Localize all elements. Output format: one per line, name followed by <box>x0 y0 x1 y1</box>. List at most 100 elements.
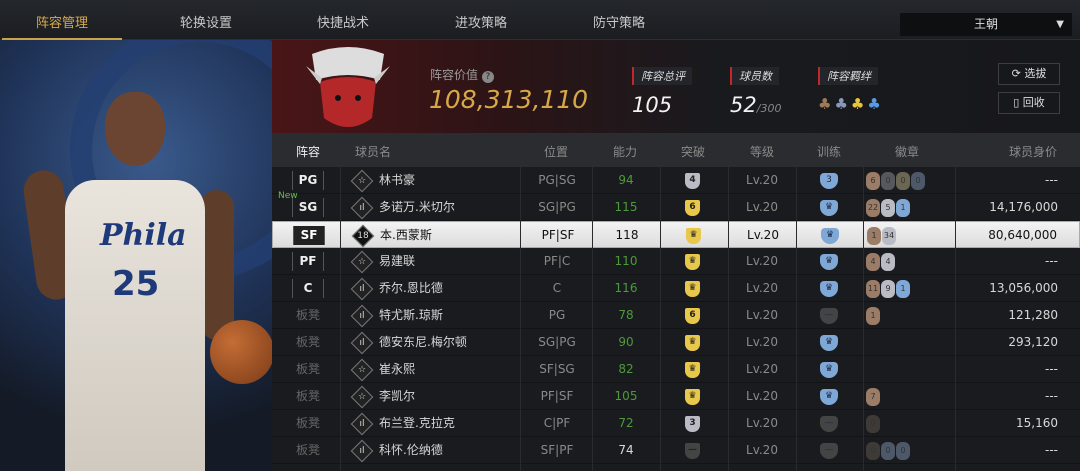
badge-icon[interactable]: 1 <box>866 307 880 325</box>
training-icon[interactable]: — <box>820 443 838 459</box>
team-bond-icon[interactable]: ♣ <box>850 95 865 113</box>
badge-icon[interactable]: 0 <box>911 172 925 190</box>
table-row[interactable]: 板凳 ıl 特尤斯.琼斯 PG 78 6 Lv.20 — 1 121,280 <box>272 302 1080 329</box>
tab-quick-tactics[interactable]: 快捷战术 <box>316 16 369 31</box>
table-row[interactable]: SG New ıl 多诺万.米切尔 SG|PG 115 6 Lv.20 ♛ 22 5 1 14,176,… <box>272 191 1080 221</box>
col-level[interactable]: 等级 <box>750 145 775 159</box>
col-name[interactable]: 球员名 <box>355 145 392 159</box>
badge-icon[interactable]: 11 <box>866 280 880 298</box>
badge-icon[interactable]: 9 <box>881 280 895 298</box>
breakthrough-icon[interactable]: 6 <box>685 200 700 216</box>
badge-icon[interactable]: 6 <box>866 172 880 190</box>
player-name[interactable]: 布兰登.克拉克 <box>379 416 455 430</box>
breakthrough-icon[interactable]: — <box>685 443 700 459</box>
col-lineup[interactable]: 阵容 <box>296 145 321 159</box>
recycle-button[interactable]: ▯ 回收 <box>998 92 1060 114</box>
table-row[interactable]: 板凳 ıl 布兰登.克拉克 C|PF 72 3 Lv.20 — 0 15,160 <box>272 410 1080 437</box>
player-value: --- <box>1045 254 1058 268</box>
divider <box>592 167 593 471</box>
table-row[interactable]: PG ☆ 林书豪 PG|SG 94 4 Lv.20 3 6 0 0 0 --- <box>272 167 1080 194</box>
team-bond-icon[interactable]: ♣ <box>818 95 832 113</box>
training-icon[interactable]: — <box>820 308 838 324</box>
player-name[interactable]: 林书豪 <box>379 173 416 187</box>
tab-lineup-management[interactable]: 阵容管理 <box>2 0 122 40</box>
badge-icon[interactable]: 5 <box>881 199 895 217</box>
badge-icon[interactable]: 1 <box>896 199 910 217</box>
player-level: Lv.20 <box>746 416 778 430</box>
player-name[interactable]: 易建联 <box>379 254 416 268</box>
tab-offense-strategy[interactable]: 进攻策略 <box>454 16 507 31</box>
team-bond-icon[interactable]: ♣ <box>867 95 881 113</box>
col-breakthrough[interactable]: 突破 <box>681 145 706 159</box>
tab-defense-strategy[interactable]: 防守策略 <box>592 16 645 31</box>
col-training[interactable]: 训练 <box>817 145 842 159</box>
training-icon[interactable]: ♛ <box>820 389 838 405</box>
badge-icon[interactable]: 22 <box>866 199 880 217</box>
team-bond-icon[interactable]: ♣ <box>834 95 848 113</box>
badge-icon[interactable]: 0 <box>896 172 910 190</box>
player-name[interactable]: 多诺万.米切尔 <box>379 200 455 214</box>
player-name[interactable]: 德安东尼.梅尔顿 <box>379 335 467 349</box>
help-icon[interactable]: ? <box>481 71 494 83</box>
rank-icon: ıl <box>350 277 374 301</box>
badge-icon[interactable]: 1 <box>867 227 881 245</box>
training-icon[interactable]: ♛ <box>821 228 839 244</box>
draft-button[interactable]: ⟳ 选拔 <box>998 63 1060 85</box>
training-icon[interactable]: ♛ <box>820 362 838 378</box>
table-row[interactable]: 板凳 ıl 德安东尼.梅尔顿 SG|PG 90 ♛ Lv.20 ♛ 293,120 <box>272 329 1080 356</box>
breakthrough-icon[interactable]: ♛ <box>685 389 700 405</box>
badge-list: 22 5 1 <box>866 199 910 217</box>
team-select-dropdown[interactable]: 王朝 ▼ <box>900 13 1072 36</box>
col-ability[interactable]: 能力 <box>613 145 638 159</box>
col-position[interactable]: 位置 <box>544 145 569 159</box>
col-value[interactable]: 球员身价 <box>1009 145 1058 159</box>
badge-icon[interactable]: 1 <box>896 280 910 298</box>
breakthrough-icon[interactable]: ♛ <box>685 335 700 351</box>
table-row[interactable]: 板凳 ☆ 崔永熙 SF|SG 82 ♛ Lv.20 ♛ --- <box>272 356 1080 383</box>
breakthrough-icon[interactable]: 4 <box>685 173 700 189</box>
breakthrough-icon[interactable]: ♛ <box>685 254 700 270</box>
breakthrough-icon[interactable]: 6 <box>685 308 700 324</box>
badge-icon[interactable]: 0 <box>881 442 895 460</box>
training-icon[interactable]: ♛ <box>820 200 838 216</box>
player-position: PF|C <box>543 254 571 268</box>
player-name[interactable]: 乔尔.恩比德 <box>379 281 443 295</box>
col-badges[interactable]: 徽章 <box>895 145 920 159</box>
breakthrough-icon[interactable]: ♛ <box>685 362 700 378</box>
player-level: Lv.20 <box>746 200 778 214</box>
training-icon[interactable]: ♛ <box>820 254 838 270</box>
player-position: C|PF <box>543 416 571 430</box>
training-icon[interactable]: 3 <box>820 173 838 189</box>
badge-icon[interactable]: 0 <box>881 172 895 190</box>
breakthrough-icon[interactable]: 3 <box>685 416 700 432</box>
training-icon[interactable]: — <box>820 416 838 432</box>
badge-icon[interactable]: 0 <box>866 415 880 433</box>
table-row[interactable]: PF ☆ 易建联 PF|C 110 ♛ Lv.20 ♛ 4 4 --- <box>272 248 1080 275</box>
tab-rotation-settings[interactable]: 轮换设置 <box>179 16 232 31</box>
player-position: PF|SF <box>541 228 575 242</box>
training-icon[interactable]: ♛ <box>820 281 838 297</box>
player-name[interactable]: 特尤斯.琼斯 <box>379 308 443 322</box>
rank-icon: ıl <box>350 412 374 436</box>
badge-icon[interactable]: 4 <box>881 253 895 271</box>
table-row[interactable]: 板凳 ıl 科怀.伦纳德 SF|PF 74 — Lv.20 — 0 0 0 --- <box>272 437 1080 464</box>
breakthrough-icon[interactable]: ♛ <box>686 228 701 244</box>
badge-icon[interactable]: 4 <box>866 253 880 271</box>
training-icon[interactable]: ♛ <box>820 335 838 351</box>
table-row[interactable]: 板凳 ☆ 李凯尔 PF|SF 105 ♛ Lv.20 ♛ 7 --- <box>272 383 1080 410</box>
table-row[interactable]: SF 18 本.西蒙斯 PF|SF 118 ♛ Lv.20 ♛ 1 34 80,640,000 <box>272 221 1080 248</box>
badge-icon[interactable]: 34 <box>882 227 896 245</box>
badge-icon[interactable]: 0 <box>866 442 880 460</box>
lineup-rating-value: 105 <box>632 93 673 117</box>
badge-icon[interactable]: 0 <box>896 442 910 460</box>
player-name[interactable]: 科怀.伦纳德 <box>379 443 443 457</box>
player-ability: 72 <box>618 416 634 430</box>
player-name[interactable]: 本.西蒙斯 <box>380 228 432 242</box>
player-name[interactable]: 崔永熙 <box>379 362 416 376</box>
breakthrough-icon[interactable]: ♛ <box>685 281 700 297</box>
badge-icon[interactable]: 7 <box>866 388 880 406</box>
player-name[interactable]: 李凯尔 <box>379 389 416 403</box>
